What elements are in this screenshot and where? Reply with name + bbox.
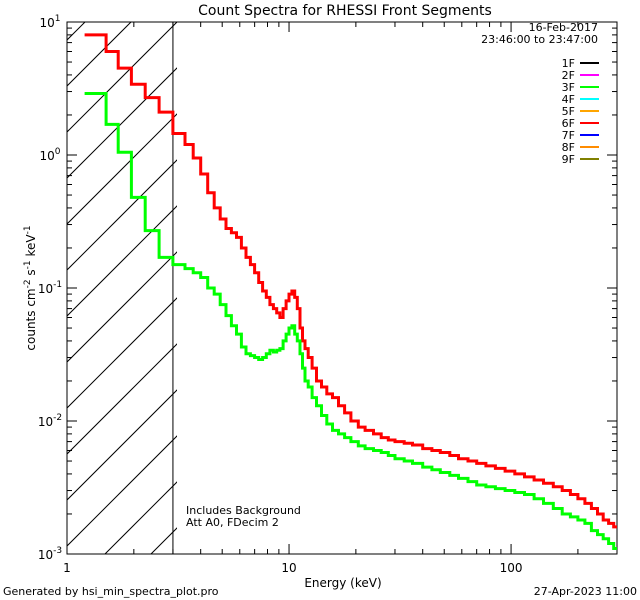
legend-label-5F: 5F bbox=[562, 105, 575, 118]
hatch-line bbox=[67, 159, 177, 271]
legend-label-3F: 3F bbox=[562, 81, 575, 94]
y-tick-label: 101 bbox=[39, 14, 60, 30]
x-tick-label: 100 bbox=[500, 561, 523, 575]
hatch-line bbox=[67, 205, 177, 317]
y-axis-label: counts cm-2 s-1 keV-1 bbox=[23, 225, 38, 350]
x-axis-label: Energy (keV) bbox=[304, 576, 381, 590]
series-6F bbox=[84, 33, 617, 529]
x-tick-label: 1 bbox=[63, 561, 71, 575]
y-label-kev: keV bbox=[24, 234, 38, 261]
y-tick-label: 10-1 bbox=[38, 280, 62, 296]
hatch-line bbox=[67, 343, 177, 455]
y-tick-label: 10-3 bbox=[38, 546, 62, 562]
series-3F bbox=[84, 92, 617, 550]
y-label-s: s bbox=[24, 269, 38, 279]
hatch-line bbox=[67, 22, 177, 133]
footer-generated-by: Generated by hsi_min_spectra_plot.pro bbox=[3, 585, 219, 598]
y-tick-labels: 101 100 10-1 10-2 10-3 bbox=[38, 14, 62, 562]
axis-ticks bbox=[66, 21, 618, 555]
y-tick-label: 100 bbox=[39, 147, 60, 163]
x-tick-label: 10 bbox=[281, 561, 296, 575]
y-label-counts: counts cm bbox=[24, 288, 38, 350]
hatched-region bbox=[67, 22, 177, 554]
hatch-line bbox=[104, 481, 177, 554]
legend-label-9F: 9F bbox=[562, 153, 575, 166]
legend: 16-Feb-2017 23:46:00 to 23:47:00 1F2F3F4… bbox=[481, 21, 599, 166]
footer-timestamp: 27-Apr-2023 11:00 bbox=[534, 585, 637, 598]
legend-date: 16-Feb-2017 bbox=[529, 21, 598, 34]
x-tick-labels: 1 10 100 bbox=[63, 561, 522, 575]
legend-label-1F: 1F bbox=[562, 57, 575, 70]
legend-time-range: 23:46:00 to 23:47:00 bbox=[481, 33, 598, 46]
hatch-line bbox=[67, 297, 177, 409]
spectra-series bbox=[84, 33, 617, 550]
y-label-exp3: -1 bbox=[23, 225, 33, 234]
annotation-attenuator: Att A0, FDecim 2 bbox=[186, 516, 279, 529]
y-label-exp2: -1 bbox=[23, 260, 33, 269]
chart-title: Count Spectra for RHESSI Front Segments bbox=[198, 3, 492, 19]
hatch-line bbox=[67, 389, 177, 501]
hatch-line bbox=[67, 251, 177, 363]
plot-frame bbox=[66, 21, 618, 555]
annotation-background: Includes Background bbox=[186, 504, 301, 517]
legend-label-2F: 2F bbox=[562, 69, 575, 82]
y-tick-label: 10-2 bbox=[38, 413, 62, 429]
hatch-line bbox=[67, 67, 177, 179]
legend-label-6F: 6F bbox=[562, 117, 575, 130]
legend-label-7F: 7F bbox=[562, 129, 575, 142]
hatch-line bbox=[67, 113, 177, 225]
legend-label-8F: 8F bbox=[562, 141, 575, 154]
hatch-line bbox=[67, 435, 177, 547]
legend-label-4F: 4F bbox=[562, 93, 575, 106]
y-label-exp1: -2 bbox=[23, 279, 33, 288]
